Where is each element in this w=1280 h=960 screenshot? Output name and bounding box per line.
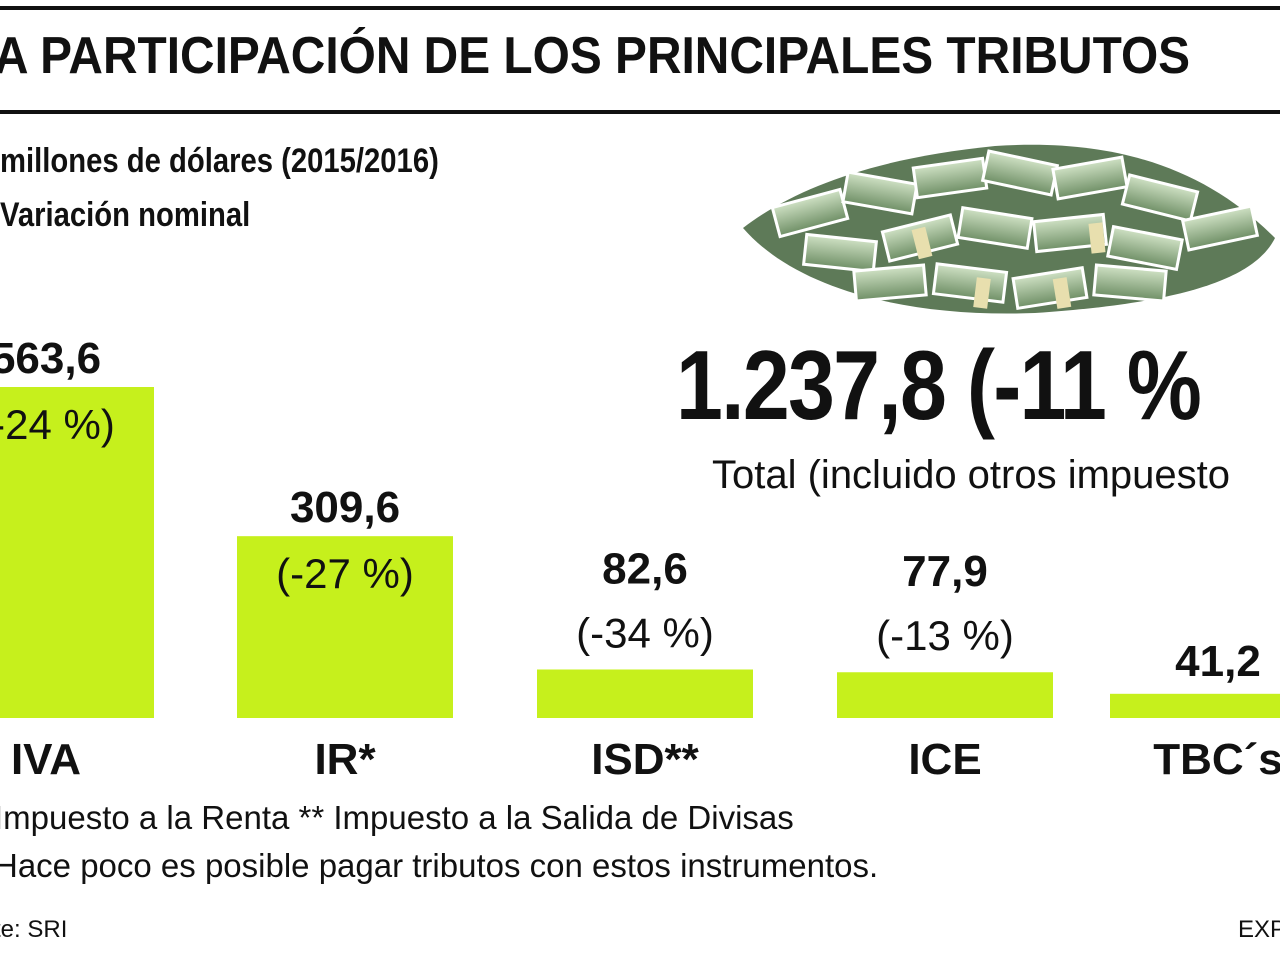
- variation-label-ir: (-27 %): [276, 550, 414, 597]
- value-label-ir: 309,6: [290, 483, 400, 532]
- money-pile-icon: [743, 144, 1275, 314]
- total-label: Total (incluido otros impuesto: [712, 453, 1231, 497]
- category-label-ir: IR*: [314, 735, 376, 784]
- value-label-isd: 82,6: [602, 544, 688, 593]
- footnote-instrumentos: Hace poco es posible pagar tributos con …: [0, 847, 879, 884]
- brand-logo: EXP: [1238, 916, 1280, 943]
- category-label-ice: ICE: [908, 735, 981, 784]
- category-label-isd: ISD**: [591, 735, 699, 784]
- value-label-tbcs: 41,2: [1175, 637, 1261, 686]
- bar-iva: [0, 387, 154, 718]
- value-label-ice: 77,9: [902, 547, 988, 596]
- category-label-iva: IVA: [11, 735, 81, 784]
- chart-title: A PARTICIPACIÓN DE LOS PRINCIPALES TRIBU…: [0, 27, 1191, 85]
- units-subtitle: millones de dólares (2015/2016): [0, 142, 439, 180]
- bar-isd: [537, 669, 753, 718]
- category-label-tbcs: TBC´s: [1153, 735, 1280, 784]
- bar-ice: [837, 672, 1053, 718]
- total-value: 1.237,8 (-11 %: [676, 330, 1202, 440]
- bar-ir: [237, 536, 453, 718]
- variation-subtitle: Variación nominal: [0, 196, 251, 234]
- footnote-renta: Impuesto a la Renta ** Impuesto a la Sal…: [0, 799, 794, 836]
- title-bar: A PARTICIPACIÓN DE LOS PRINCIPALES TRIBU…: [0, 6, 1280, 114]
- variation-label-isd: (-34 %): [576, 609, 714, 656]
- value-label-iva: 563,6: [0, 334, 101, 383]
- variation-label-ice: (-13 %): [876, 612, 1014, 659]
- source-note: te: SRI: [0, 916, 68, 943]
- variation-label-iva: (-24 %): [0, 401, 115, 448]
- bar-tbcs: [1110, 693, 1280, 718]
